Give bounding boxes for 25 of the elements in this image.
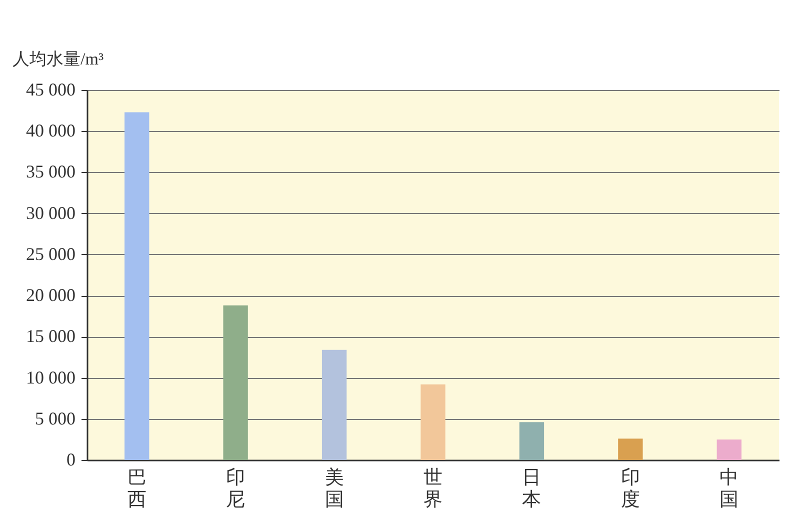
y-tick-label: 25 000 <box>26 244 76 264</box>
x-tick-label: 印尼 <box>226 468 246 510</box>
bar <box>618 438 643 460</box>
bar <box>322 350 347 460</box>
bar <box>519 422 544 460</box>
x-tick-label: 印度 <box>620 468 640 510</box>
bar <box>124 112 150 460</box>
y-tick-label: 35 000 <box>26 162 76 182</box>
y-tick-label: 40 000 <box>26 120 76 141</box>
y-tick-label: 15 000 <box>26 326 76 346</box>
bar <box>716 439 742 460</box>
x-tick-label: 巴西 <box>127 468 146 510</box>
x-tick-label: 中国 <box>720 468 739 510</box>
y-tick-label: 45 000 <box>26 80 76 100</box>
bar <box>223 305 248 460</box>
y-tick-label: 5 000 <box>35 408 76 428</box>
y-axis-title: 人均水量/m³ <box>12 50 104 68</box>
y-tick-label: 20 000 <box>26 285 76 306</box>
bar <box>420 384 446 460</box>
x-tick-label: 美国 <box>324 466 344 510</box>
y-tick-label: 30 000 <box>26 202 76 223</box>
y-tick-label: 10 000 <box>26 367 76 388</box>
x-tick-label: 日本 <box>522 468 542 510</box>
x-tick-label: 世界 <box>424 468 442 510</box>
y-tick-label: 0 <box>66 450 76 470</box>
